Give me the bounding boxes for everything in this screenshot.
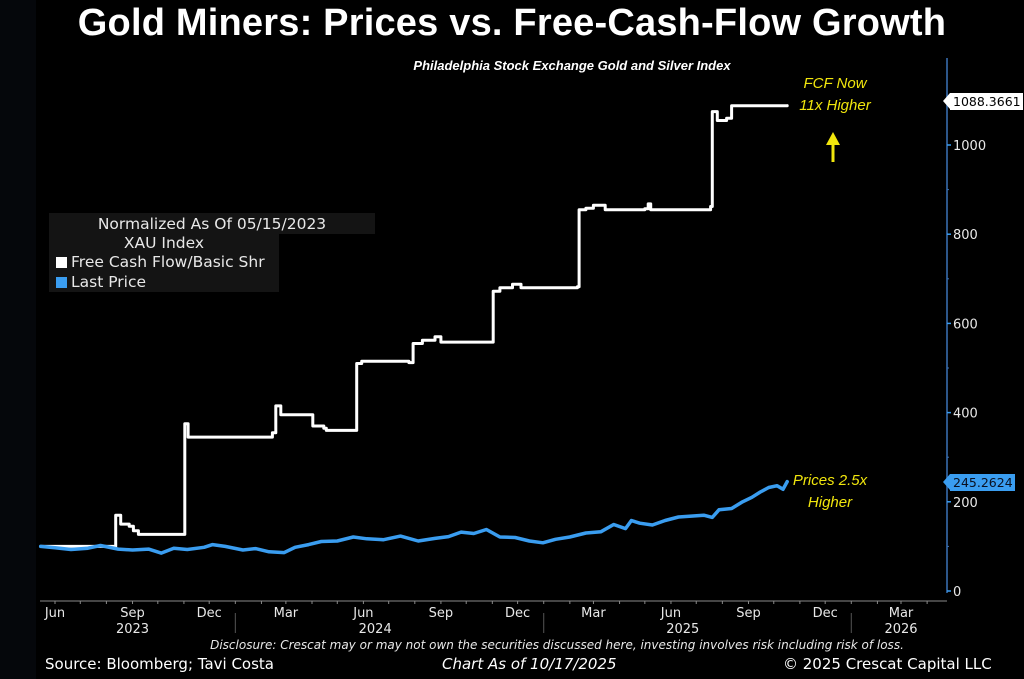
- legend-heading: Normalized As Of 05/15/2023: [49, 213, 375, 234]
- fcf-annotation: FCF Now 11x Higher: [780, 73, 890, 117]
- legend-label: Last Price: [71, 273, 147, 291]
- series-line-price: [38, 479, 789, 555]
- price-annotation: Prices 2.5x Higher: [770, 470, 890, 514]
- fcf-annotation-line1: FCF Now: [803, 75, 867, 92]
- copyright-text: © 2025 Crescat Capital LLC: [783, 655, 992, 673]
- price-last-value-tag: 245.2624: [943, 474, 1015, 491]
- legend: Normalized As Of 05/15/2023 XAU Index Fr…: [49, 213, 375, 292]
- arrow-up-head-icon: [826, 132, 840, 145]
- x-tick-label: Sep: [736, 606, 761, 621]
- y-tick-label: 1000: [953, 139, 986, 154]
- series-line-fcf: [39, 104, 789, 548]
- legend-swatch-white: [56, 256, 67, 268]
- series-layer: [38, 104, 789, 555]
- y-tick-label: 800: [953, 228, 978, 243]
- legend-label: Free Cash Flow/Basic Shr: [71, 253, 265, 271]
- x-tick-label: Mar: [581, 606, 606, 621]
- x-year-label: 2026: [884, 622, 917, 637]
- legend-item-price: Last Price: [49, 272, 279, 292]
- y-tick-label: 400: [953, 407, 978, 422]
- x-tick-label: Jun: [352, 606, 373, 621]
- x-tick-label: Jun: [660, 606, 681, 621]
- price-annotation-line1: Prices 2.5x: [792, 472, 868, 489]
- legend-item-fcf: Free Cash Flow/Basic Shr: [49, 252, 279, 272]
- fcf-last-value-tag: 1088.3661: [943, 93, 1023, 110]
- legend-index: XAU Index: [49, 234, 279, 252]
- chart-subtitle: Philadelphia Stock Exchange Gold and Sil…: [413, 58, 731, 73]
- fcf-annotation-line2: 11x Higher: [799, 97, 871, 114]
- x-tick-label: Jun: [44, 606, 65, 621]
- x-tick-label: Dec: [197, 606, 222, 621]
- y-tick-label: 200: [953, 496, 978, 511]
- x-tick-label: Mar: [889, 606, 914, 621]
- x-tick-label: Dec: [813, 606, 838, 621]
- x-year-label: 2025: [666, 622, 699, 637]
- background-sidebar-ghost: [0, 0, 36, 679]
- disclosure-text: Disclosure: Crescat may or may not own t…: [210, 638, 904, 652]
- x-tick-label: Sep: [120, 606, 145, 621]
- x-tick-label: Sep: [429, 606, 454, 621]
- annotation-layer: [826, 132, 840, 162]
- x-year-label: 2024: [359, 622, 392, 637]
- axes: 0 200 400 600 800 1000 Jun Sep Dec Mar Jun Sep Dec Ma…: [40, 58, 986, 637]
- y-tick-label: 600: [953, 317, 978, 332]
- x-year-label: 2023: [116, 622, 149, 637]
- y-tick-label: 0: [953, 585, 961, 600]
- source-text: Source: Bloomberg; Tavi Costa: [45, 655, 274, 673]
- legend-swatch-blue: [56, 276, 67, 288]
- x-tick-label: Dec: [505, 606, 530, 621]
- x-tick-label: Mar: [274, 606, 299, 621]
- as-of-text: Chart As of 10/17/2025: [442, 655, 617, 673]
- price-annotation-line2: Higher: [807, 494, 853, 511]
- chart-title: Gold Miners: Prices vs. Free-Cash-Flow G…: [77, 2, 947, 44]
